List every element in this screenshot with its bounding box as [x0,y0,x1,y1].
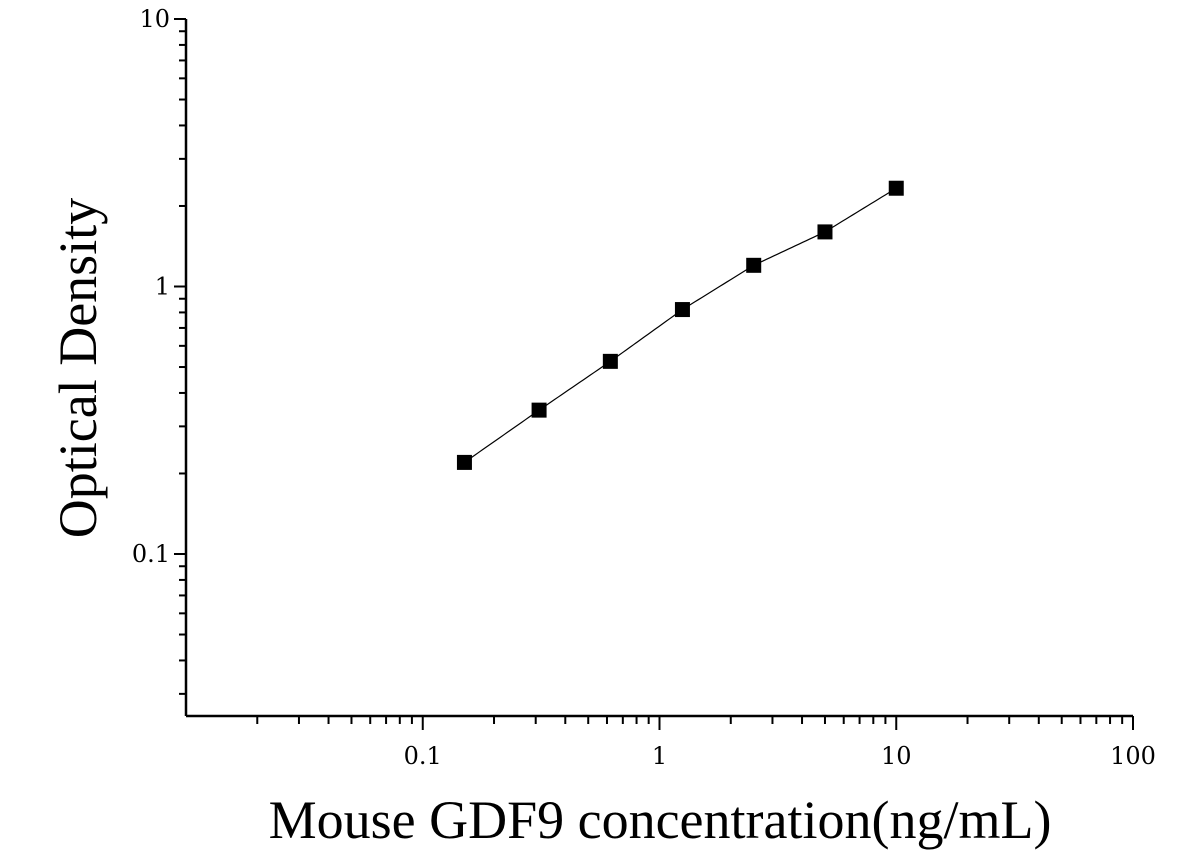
tick-labels: 0.1 1 10 100 0.1 1 10 [132,5,1156,770]
x-tick-label: 0.1 [404,742,442,770]
data-point [746,257,762,273]
x-axis-title: Mouse GDF9 concentration(ng/mL) [269,790,1052,850]
data-markers [456,180,904,470]
data-point [456,454,472,470]
x-tick-label: 10 [881,742,912,770]
data-point [674,302,690,318]
y-tick-label: 1 [155,273,170,301]
x-tick-label: 100 [1110,742,1156,770]
y-tick-label: 0.1 [132,540,170,568]
data-point [602,353,618,369]
data-point [888,180,904,196]
y-axis-title: Optical Density [48,198,108,538]
axis-ticks [174,18,1134,730]
x-tick-label: 1 [652,742,667,770]
data-point [817,224,833,240]
y-tick-label: 10 [139,5,170,33]
data-point [531,402,547,418]
